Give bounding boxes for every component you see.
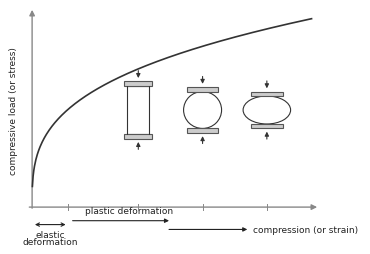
Bar xyxy=(251,124,283,129)
Bar xyxy=(187,129,218,133)
Ellipse shape xyxy=(184,92,222,129)
Text: elastic: elastic xyxy=(36,230,65,240)
Text: compression (or strain): compression (or strain) xyxy=(253,225,358,234)
Ellipse shape xyxy=(243,97,290,124)
Bar xyxy=(124,82,152,86)
Bar xyxy=(127,86,149,135)
Text: deformation: deformation xyxy=(23,237,78,246)
Text: plastic deformation: plastic deformation xyxy=(85,206,173,215)
Text: compressive load (or stress): compressive load (or stress) xyxy=(10,47,18,174)
Bar xyxy=(124,135,152,139)
Bar xyxy=(187,88,218,92)
Bar xyxy=(251,92,283,97)
